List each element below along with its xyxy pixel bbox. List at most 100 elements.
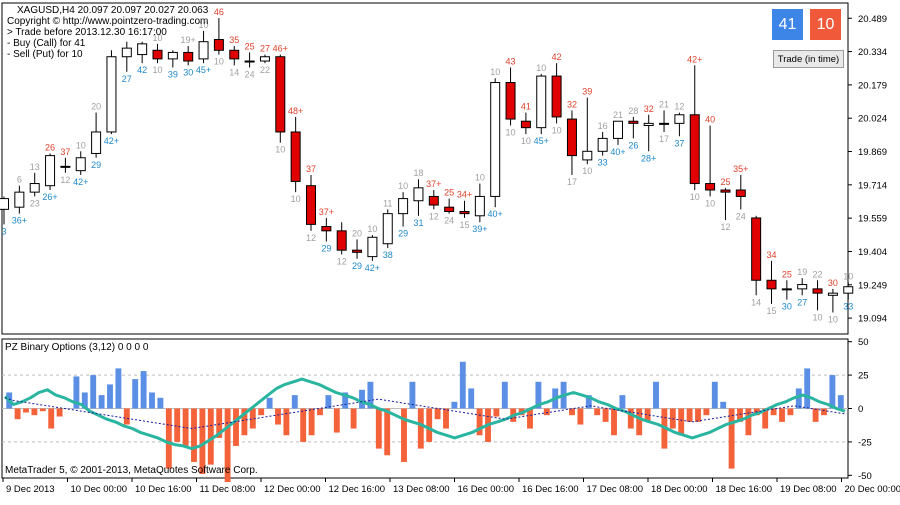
- sell-put-button[interactable]: 10: [810, 9, 841, 40]
- histogram-bar: [334, 409, 340, 433]
- candle-label-below: 10: [828, 315, 838, 325]
- candle-body: [414, 188, 423, 201]
- symbol-line: XAGUSD,H4 20.097 20.097 20.027 20.063: [17, 5, 208, 16]
- candle-body: [629, 121, 638, 123]
- candle-label-below: 39: [168, 69, 178, 79]
- histogram-bar: [191, 409, 197, 462]
- candle-label-below: 30: [782, 302, 792, 312]
- candle-body: [138, 44, 147, 55]
- time-tick-label: 19 Dec 08:00: [780, 484, 837, 495]
- candle-label-below: 38: [383, 250, 393, 260]
- histogram-bar: [636, 409, 642, 436]
- candle-label-above: 32: [567, 99, 577, 109]
- candle-body: [798, 285, 807, 289]
- candle-body: [706, 184, 715, 190]
- buy-call-button[interactable]: 41: [772, 9, 803, 40]
- candle-body: [491, 83, 500, 197]
- candle-label-above: 42: [552, 52, 562, 62]
- histogram-bar: [813, 409, 819, 422]
- candle-label-below: 10: [521, 136, 531, 146]
- candle-label-below: 24: [245, 69, 255, 79]
- candle-body: [337, 231, 346, 250]
- histogram-bar: [838, 395, 844, 408]
- histogram-bar: [309, 409, 315, 436]
- candle-label-below: 14: [751, 297, 761, 307]
- candle-body: [752, 218, 761, 280]
- candle-body: [767, 280, 776, 289]
- candle-body: [813, 289, 822, 293]
- candle-label-above: 30: [828, 278, 838, 288]
- candle-label-above: 10: [398, 181, 408, 191]
- histogram-bar: [829, 375, 835, 408]
- candle-body: [0, 199, 9, 210]
- histogram-bar: [40, 409, 46, 412]
- histogram-bar: [258, 409, 264, 416]
- candle-label-above: 25: [245, 41, 255, 51]
- candle-label-below: 40+: [488, 209, 503, 219]
- candle-label-below: 29: [352, 261, 362, 271]
- histogram-bar: [594, 409, 600, 416]
- candle-label-above: 43: [506, 56, 516, 66]
- candle-label-above: 6: [17, 175, 22, 185]
- candle-body: [460, 211, 469, 213]
- candle-body: [322, 227, 331, 231]
- histogram-bar: [460, 362, 466, 409]
- histogram-bar: [821, 409, 827, 416]
- price-tick-label: 19.869: [858, 147, 887, 158]
- candle-label-below: 42+: [365, 263, 380, 273]
- candle-label-above: 34: [766, 250, 776, 260]
- candle-body: [46, 156, 55, 186]
- histogram-bar: [141, 371, 147, 408]
- candle-body: [475, 196, 484, 215]
- candle-body: [15, 192, 24, 207]
- candle-body: [92, 132, 101, 153]
- histogram-bar: [300, 409, 306, 442]
- candle-body: [291, 132, 300, 181]
- candle-label-below: 30: [183, 67, 193, 77]
- candle-body: [353, 250, 362, 252]
- time-tick-label: 20 Dec 00:00: [845, 484, 900, 495]
- histogram-bar: [443, 409, 449, 429]
- candle-label-above: 46+: [273, 44, 288, 54]
- candle-label-below: 28+: [641, 153, 656, 163]
- candle-body: [844, 287, 853, 293]
- candle-label-below: 27: [797, 297, 807, 307]
- histogram-bar: [166, 409, 172, 469]
- candle-label-below: 10: [690, 192, 700, 202]
- time-tick-label: 12 Dec 00:00: [264, 484, 321, 495]
- candle-body: [552, 76, 561, 117]
- candle-label-above: 37: [60, 147, 70, 157]
- histogram-bar: [502, 382, 508, 409]
- candle-body: [782, 289, 791, 290]
- histogram-bar: [23, 409, 29, 413]
- candle-label-above: 19+: [181, 35, 196, 45]
- time-tick-label: 12 Dec 16:00: [329, 484, 386, 495]
- candle-body: [521, 121, 530, 127]
- candle-body: [537, 76, 546, 128]
- candle-label-below: 10: [813, 312, 823, 322]
- histogram-bar: [804, 368, 810, 408]
- candle-body: [598, 138, 607, 151]
- candle-label-below: 3: [1, 226, 6, 236]
- histogram-bar: [493, 409, 499, 417]
- histogram-bar: [351, 409, 357, 429]
- candle-label-above: 25: [782, 269, 792, 279]
- histogram-bar: [703, 409, 709, 416]
- histogram-bar: [451, 402, 457, 409]
- histogram-bar: [124, 409, 130, 425]
- candle-label-above: 10: [843, 271, 853, 281]
- time-tick-label: 16 Dec 16:00: [522, 484, 579, 495]
- candle-body: [506, 83, 515, 120]
- histogram-bar: [317, 409, 323, 416]
- candle-body: [644, 123, 653, 125]
- histogram-bar: [603, 409, 609, 422]
- buy-call-line: - Buy (Call) for 41: [7, 38, 85, 49]
- candle-body: [660, 123, 669, 124]
- histogram-bar: [712, 382, 718, 409]
- trade-in-time-button[interactable]: Trade (in time): [773, 50, 844, 68]
- candle-body: [276, 57, 285, 132]
- histogram-bar: [544, 409, 550, 416]
- histogram-bar: [31, 409, 37, 416]
- candle-body: [168, 52, 177, 58]
- candle-label-below: 27: [122, 74, 132, 84]
